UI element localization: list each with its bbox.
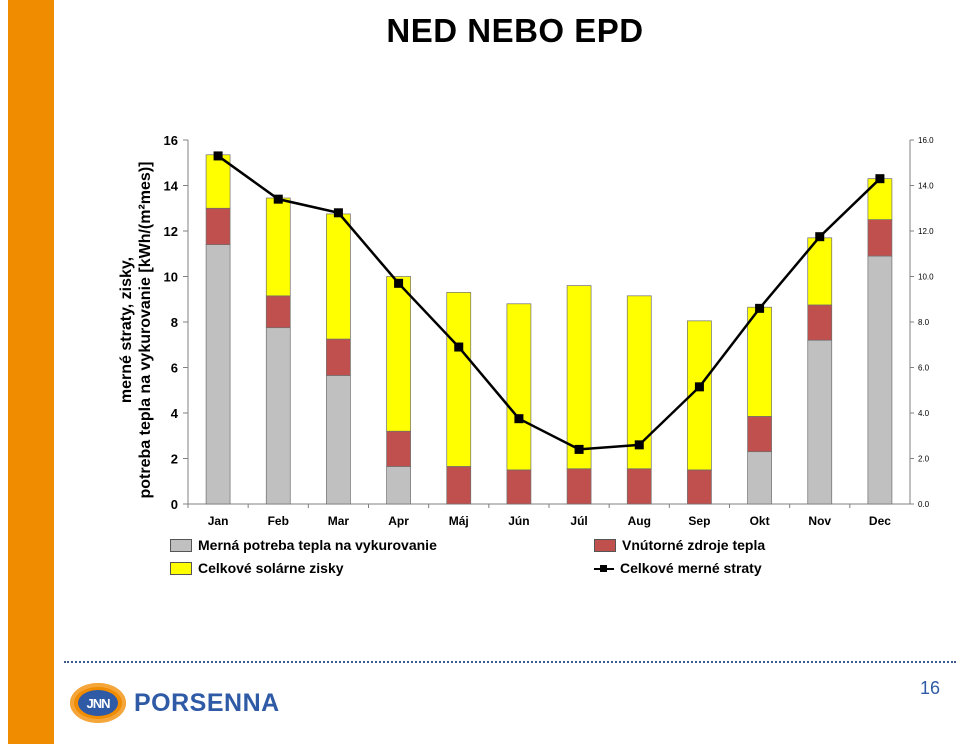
y-tick-label-right: 0.0: [918, 500, 930, 509]
y-tick-label-left: 8: [171, 315, 178, 330]
x-tick-label: Aug: [628, 514, 651, 528]
bar-segment: [566, 285, 592, 470]
bar-segment: [867, 178, 893, 220]
bar-segment: [386, 276, 411, 432]
bar-segment: [446, 292, 472, 467]
orange-side-bar: [8, 0, 54, 744]
logo-text: PORSENNA: [134, 688, 280, 717]
line-point: [755, 303, 765, 313]
bar-segment: [747, 416, 772, 453]
line-point: [875, 174, 885, 184]
legend-label: Celkové solárne zisky: [198, 560, 344, 576]
bar-segment: [205, 154, 231, 209]
x-tick-label: Mar: [328, 514, 350, 528]
y-tick-label-left: 14: [164, 179, 179, 194]
y-tick-label-right: 14.0: [918, 182, 934, 191]
bar-segment: [867, 219, 893, 257]
x-tick-label: Okt: [750, 514, 770, 528]
y-tick-label-left: 12: [164, 224, 178, 239]
x-tick-label: Feb: [268, 514, 289, 528]
legend-swatch-line: [594, 563, 614, 574]
y-tick-label-left: 10: [164, 270, 178, 285]
legend-label: Celkové merné straty: [620, 560, 762, 576]
legend-item-internal-gains: Vnútorné zdroje tepla: [594, 536, 765, 554]
bar-segment: [386, 430, 411, 467]
line-point: [815, 232, 825, 242]
bar-segment: [326, 213, 351, 340]
line-point: [514, 414, 524, 424]
bar-segment: [867, 255, 893, 505]
bar-segment: [265, 327, 291, 505]
bar-segment: [205, 207, 231, 246]
y-tick-label-left: 2: [171, 452, 178, 467]
legend-label: Merná potreba tepla na vykurovanie: [198, 537, 437, 553]
line-point: [333, 208, 343, 218]
series-line: [217, 154, 881, 451]
legend-item-total-losses: Celkové merné straty: [594, 559, 762, 577]
footer-divider: [64, 661, 956, 663]
bar-segment: [626, 295, 652, 470]
bar-segment: [807, 304, 833, 341]
x-tick-label: Jan: [208, 514, 229, 528]
x-tick-label: Nov: [808, 514, 831, 528]
y-tick-label-left: 4: [171, 406, 179, 421]
line-point: [574, 444, 584, 454]
line-point: [694, 382, 704, 392]
y-tick-label-right: 4.0: [918, 409, 930, 418]
bar-segment: [326, 338, 351, 376]
bar-segment: [205, 244, 231, 505]
line-point: [213, 151, 223, 161]
bar-segment: [506, 469, 532, 505]
legend-label: Vnútorné zdroje tepla: [622, 537, 766, 553]
legend-swatch-gray: [170, 538, 192, 552]
bar-segment: [807, 339, 833, 505]
x-tick-label: Júl: [570, 514, 587, 528]
porsenna-logo: JNN PORSENNA: [70, 683, 280, 723]
bar-segment: [626, 468, 652, 505]
x-tick-label: Dec: [869, 514, 891, 528]
logo-mark-icon: JNN: [70, 683, 126, 723]
slide-title: NED NEBO EPD: [386, 12, 644, 49]
page-number: 16: [919, 678, 940, 698]
line-point: [394, 278, 404, 288]
bar-segment: [687, 469, 712, 505]
bar-segment: [386, 466, 411, 505]
x-tick-label: Máj: [449, 514, 469, 528]
x-tick-label: Jún: [508, 514, 529, 528]
y-tick-label-right: 10.0: [918, 273, 934, 282]
line-point: [634, 440, 644, 450]
legend-swatch-yellow: [170, 561, 192, 575]
line-point: [454, 342, 464, 352]
legend-item-solar-gains: Celkové solárne zisky: [170, 559, 344, 577]
y-tick-label-right: 2.0: [918, 455, 930, 464]
y-tick-label-left: 6: [171, 361, 178, 376]
bar-segment: [506, 303, 532, 471]
y-tick-label-right: 8.0: [918, 318, 930, 327]
y-tick-label-left: 0: [171, 497, 178, 512]
bar-segment: [807, 237, 833, 306]
legend-item-heat-demand: Merná potreba tepla na vykurovanie: [170, 536, 437, 554]
line-point: [273, 194, 283, 204]
legend-swatch-red: [594, 538, 616, 552]
y-tick-label-right: 6.0: [918, 364, 930, 373]
y-tick-label-left: 16: [164, 133, 178, 148]
x-tick-label: Sep: [688, 514, 710, 528]
x-tick-label: Apr: [388, 514, 409, 528]
bar-segment: [265, 295, 291, 329]
y-tick-label-right: 12.0: [918, 227, 934, 236]
bar-segment: [265, 197, 291, 297]
bar-segment: [747, 306, 772, 417]
y-tick-label-right: 16.0: [918, 136, 934, 145]
bar-segment: [747, 451, 772, 505]
bar-segment: [326, 375, 351, 505]
bar-segment: [446, 466, 472, 505]
bar-segment: [566, 468, 592, 505]
